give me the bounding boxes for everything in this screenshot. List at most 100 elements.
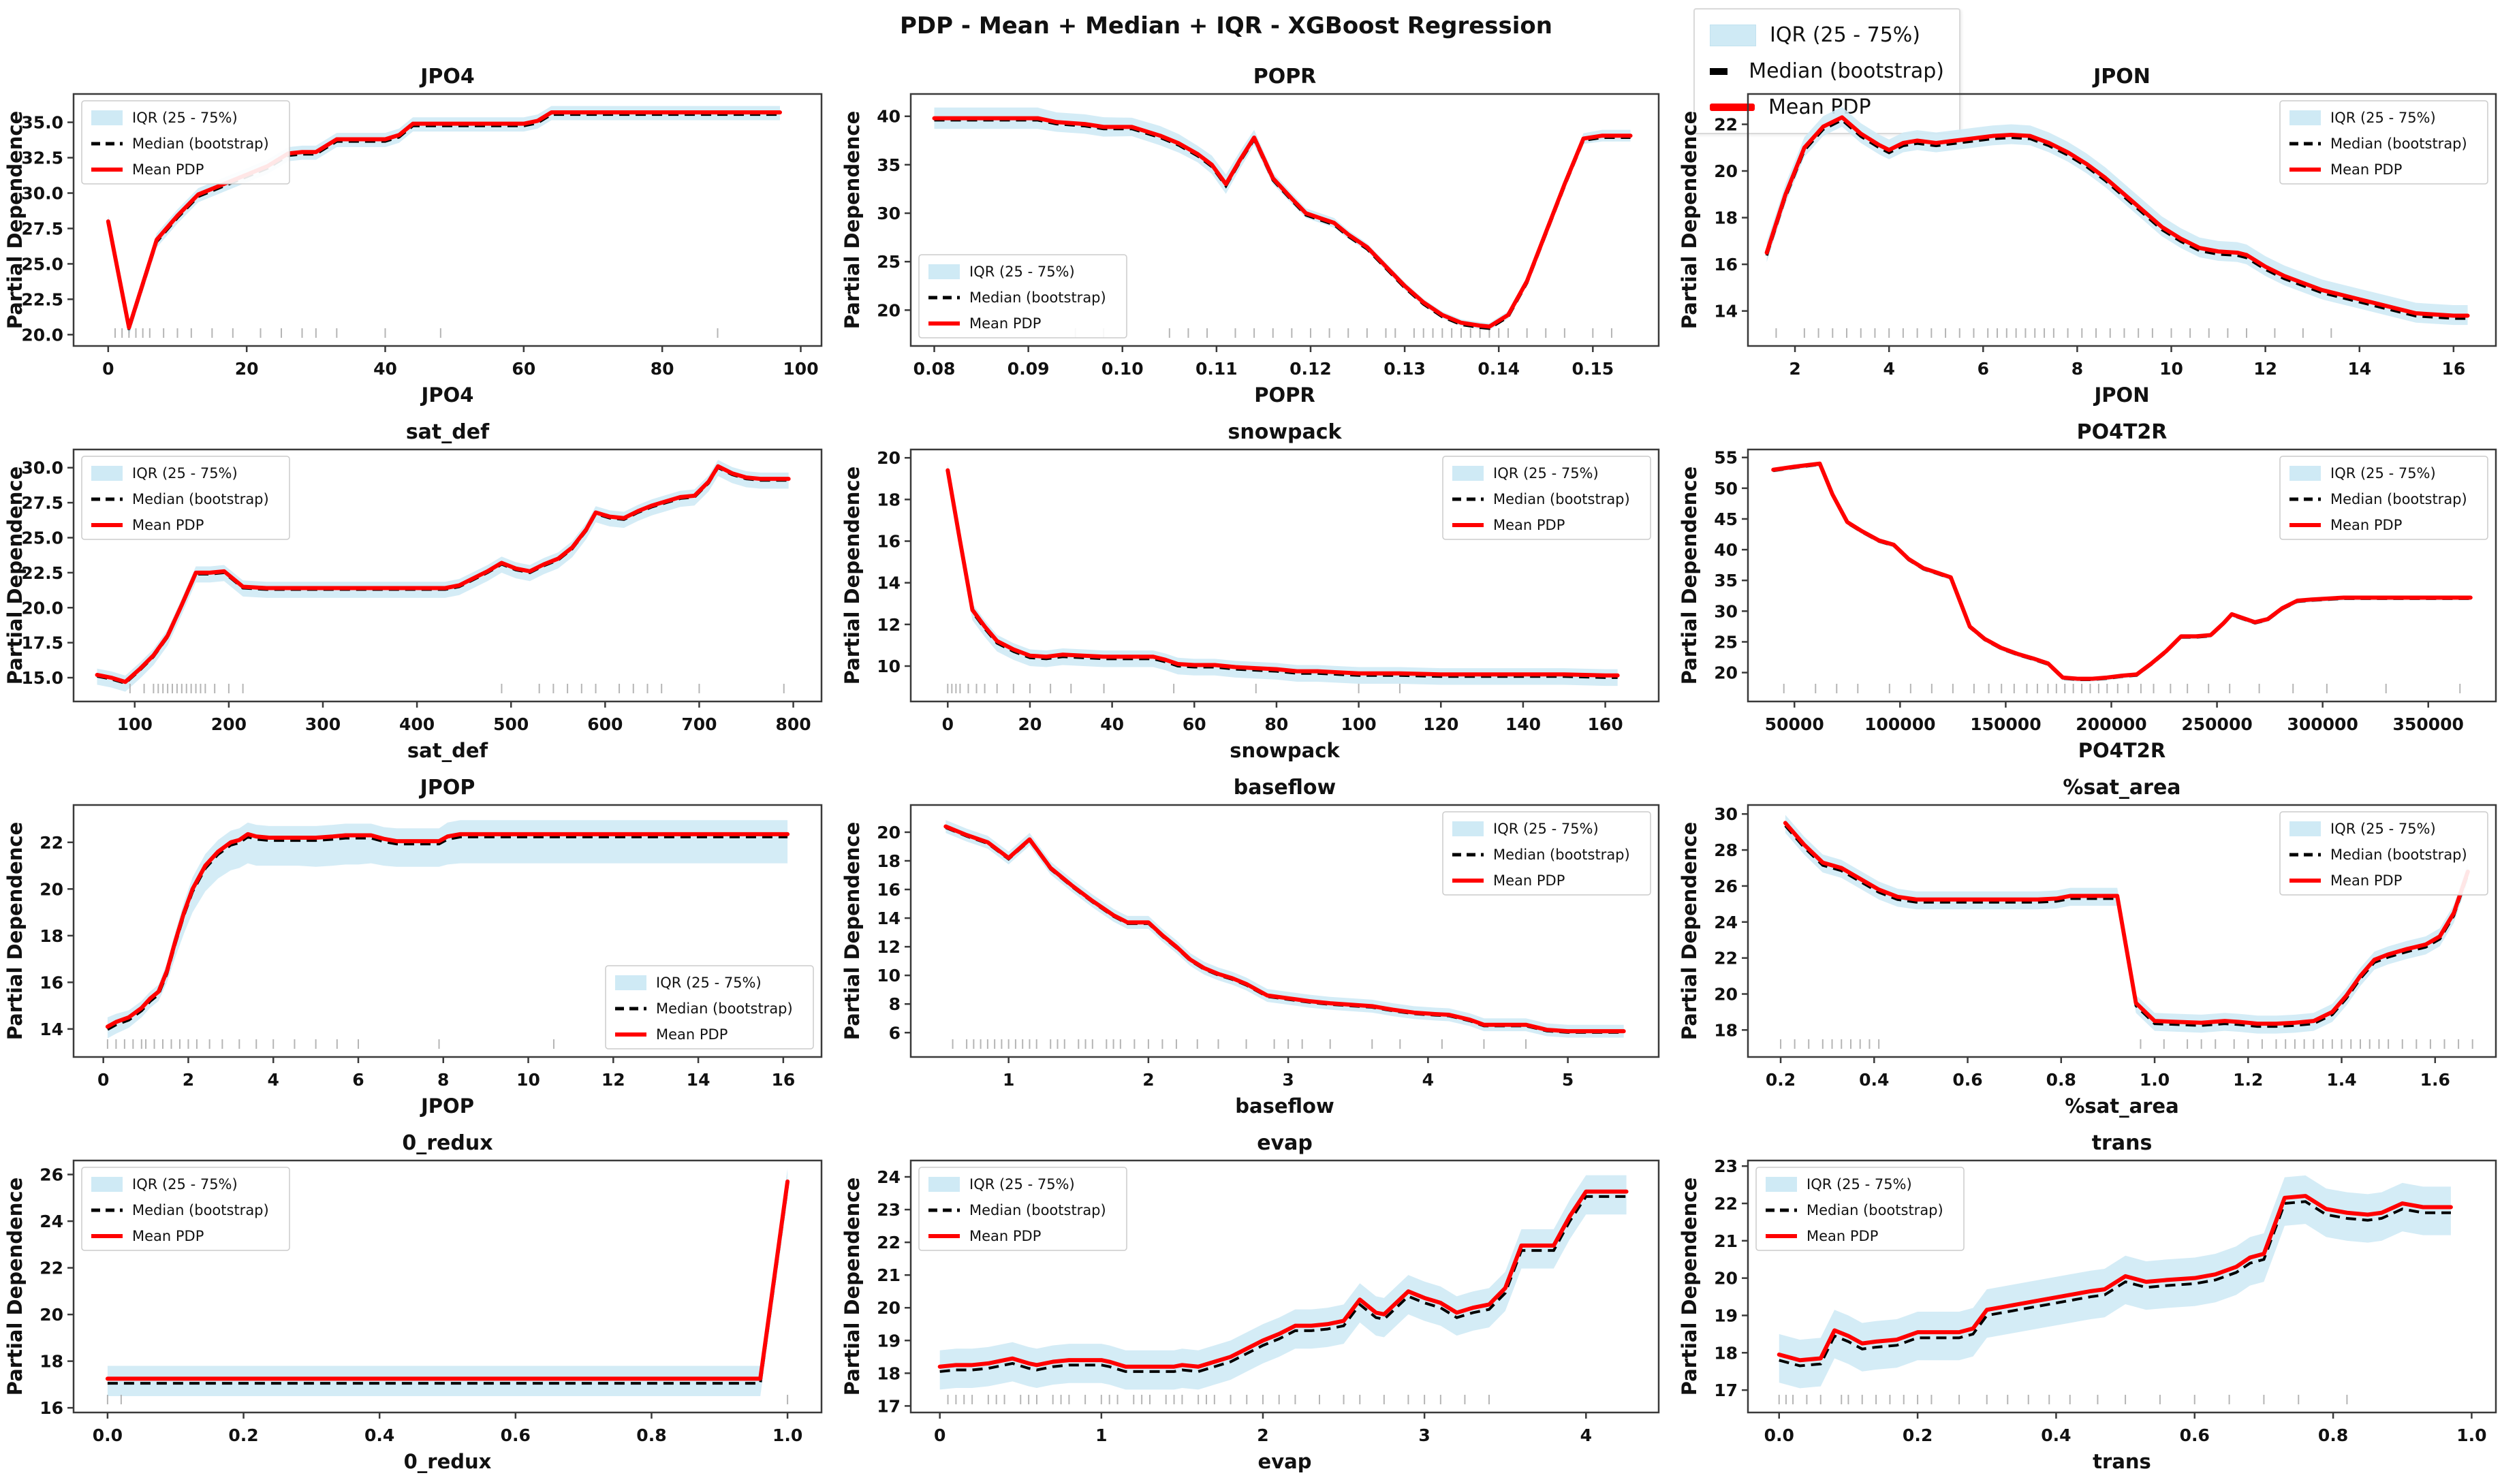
x-tick-label: 0: [934, 1425, 945, 1445]
y-tick-label: 10: [877, 966, 901, 985]
y-tick-label: 15.0: [21, 668, 63, 688]
legend-box: [918, 1167, 1127, 1251]
subplot-po4t2r: PO4T2R 20 25 30 35 40 45 50 55 50000 100000 150000 2…: [1678, 415, 2514, 766]
x-tick-label: 1: [1095, 1425, 1107, 1445]
y-tick-label: 30: [877, 204, 901, 223]
x-tick-label: 0.6: [2180, 1425, 2210, 1445]
chart-svg-trans: trans 17 18 19 20 21 22 23 0.0 0.2 0.4 0.6 0.8 1.0 tra…: [1678, 1131, 2497, 1473]
x-tick-label: 0.2: [1766, 1070, 1796, 1090]
legend-iqr-swatch: [2289, 466, 2321, 481]
axes-frame: [1747, 804, 2497, 1058]
main-legend-item-iqr: IQR (25 - 75%): [1710, 23, 1944, 47]
mean-line: [943, 824, 1626, 1034]
y-axis-label: Partial Dependence: [841, 467, 864, 685]
subplot-legend: IQR (25 - 75%) Median (bootstrap) Mean PDP: [81, 456, 290, 540]
y-tick-label: 20.0: [21, 325, 63, 345]
axes-frame: [1747, 448, 2497, 703]
x-tick-label: 20: [1018, 714, 1042, 734]
y-tick-label: 14: [877, 909, 901, 928]
legend-entry-label: IQR (25 - 75%): [656, 975, 762, 991]
y-tick-label: 55: [1714, 448, 1738, 468]
legend-entry-label: Median (bootstrap): [2330, 136, 2467, 152]
chart-svg-0_redux: 0_redux 16 18 20 22 24 26 0.0 0.2 0.4 0.6 0.8 1.0 0_r…: [3, 1131, 823, 1473]
axes-frame: [1747, 93, 2497, 347]
median-line: [107, 1186, 790, 1385]
y-axis-label: Partial Dependence: [1678, 1178, 1701, 1396]
x-tick-label: 0: [97, 1070, 109, 1090]
iqr-band: [945, 820, 1624, 1038]
subplot-title: PO4T2R: [2077, 420, 2168, 444]
x-tick-label: 300: [305, 714, 341, 734]
x-tick-label: 60: [512, 359, 535, 379]
y-tick-label: 17.5: [21, 633, 63, 653]
figure-title: PDP - Mean + Median + IQR - XGBoost Regr…: [900, 12, 1552, 40]
x-axis-label: sat_def: [407, 739, 488, 762]
y-axis-label: Partial Dependence: [841, 822, 864, 1041]
x-tick-label: 10: [516, 1070, 540, 1090]
y-tick-label: 22: [40, 833, 63, 853]
y-tick-label: 30.0: [21, 458, 63, 478]
x-tick-label: 1: [1003, 1070, 1014, 1090]
axes-frame: [909, 804, 1660, 1058]
chart-svg-POPR: POPR 20 25 30 35 40 0.08 0.09 0.10 0.11 0.12 0.13 0.…: [841, 65, 1660, 407]
y-tick-label: 20.0: [21, 598, 63, 618]
y-tick-label: 18: [1714, 208, 1738, 228]
y-tick-label: 22: [877, 1233, 901, 1252]
legend-entry-label: Mean PDP: [656, 1026, 728, 1043]
subplot-trans: trans 17 18 19 20 21 22 23 0.0 0.2 0.4 0.6 0.8 1.0 tra…: [1678, 1126, 2514, 1477]
x-tick-label: 0.12: [1289, 359, 1332, 379]
y-axis-label: Partial Dependence: [4, 111, 27, 330]
iqr-band: [107, 820, 788, 1039]
x-tick-label: 0.10: [1101, 359, 1144, 379]
subplot-legend: IQR (25 - 75%) Median (bootstrap) Mean PDP: [1442, 456, 1651, 540]
x-axis-label: JPON: [2093, 383, 2150, 407]
median-line: [1779, 1200, 2451, 1368]
subplot-title: trans: [2092, 1131, 2153, 1155]
x-axis-label: snowpack: [1230, 739, 1340, 762]
x-tick-label: 40: [373, 359, 397, 379]
y-axis-label: Partial Dependence: [1678, 467, 1701, 685]
subplot-sat-def: sat_def 15.0 17.5 20.0 22.5 25.0 27.5 30.0 100 20…: [3, 415, 840, 766]
y-tick-label: 24: [1714, 913, 1738, 932]
main-legend-label-mean: Mean PDP: [1768, 95, 1871, 119]
legend-iqr-swatch: [928, 1177, 960, 1192]
x-tick-label: 4: [1580, 1425, 1592, 1445]
legend-box: [2279, 456, 2488, 540]
x-tick-label: 10: [2159, 359, 2183, 379]
x-tick-label: 2: [1142, 1070, 1154, 1090]
subplot-sat-area: %sat_area 18 20 22 24 26 28 30 0.2 0.4 0.6 0.8 1.0 1.…: [1678, 771, 2514, 1122]
y-tick-label: 27.5: [21, 219, 63, 238]
x-tick-label: 0.08: [913, 359, 956, 379]
y-tick-label: 40: [877, 107, 901, 127]
x-tick-label: 400: [399, 714, 435, 734]
x-axis-label: JPO4: [420, 383, 474, 407]
legend-entry-label: Mean PDP: [132, 517, 204, 533]
axes-frame: [72, 93, 823, 347]
y-tick-label: 25: [877, 252, 901, 272]
x-axis-label: baseflow: [1235, 1094, 1334, 1118]
x-tick-label: 0: [102, 359, 114, 379]
legend-iqr-swatch: [91, 110, 123, 125]
chart-svg-%sat_area: %sat_area 18 20 22 24 26 28 30 0.2 0.4 0.6 0.8 1.0 1.…: [1678, 776, 2497, 1118]
x-tick-label: 80: [1265, 714, 1289, 734]
x-tick-label: 0.15: [1572, 359, 1614, 379]
legend-entry-label: Mean PDP: [2330, 517, 2402, 533]
y-tick-label: 22: [1714, 949, 1738, 968]
x-tick-label: 0.4: [364, 1425, 394, 1445]
x-tick-label: 100000: [1864, 714, 1935, 734]
y-tick-label: 30.0: [21, 184, 63, 204]
legend-entry-label: IQR (25 - 75%): [1807, 1176, 1912, 1193]
legend-entry-label: Median (bootstrap): [969, 1202, 1106, 1218]
legend-entry-label: IQR (25 - 75%): [2330, 821, 2436, 837]
x-tick-label: 0.11: [1195, 359, 1238, 379]
x-tick-label: 0.2: [1903, 1425, 1933, 1445]
y-tick-label: 16: [877, 880, 901, 900]
x-tick-label: 350000: [2393, 714, 2464, 734]
x-tick-label: 14: [2347, 359, 2371, 379]
y-tick-label: 18: [877, 851, 901, 871]
y-tick-label: 26: [40, 1165, 63, 1185]
subplot-title: snowpack: [1228, 420, 1343, 444]
x-tick-label: 250000: [2181, 714, 2252, 734]
